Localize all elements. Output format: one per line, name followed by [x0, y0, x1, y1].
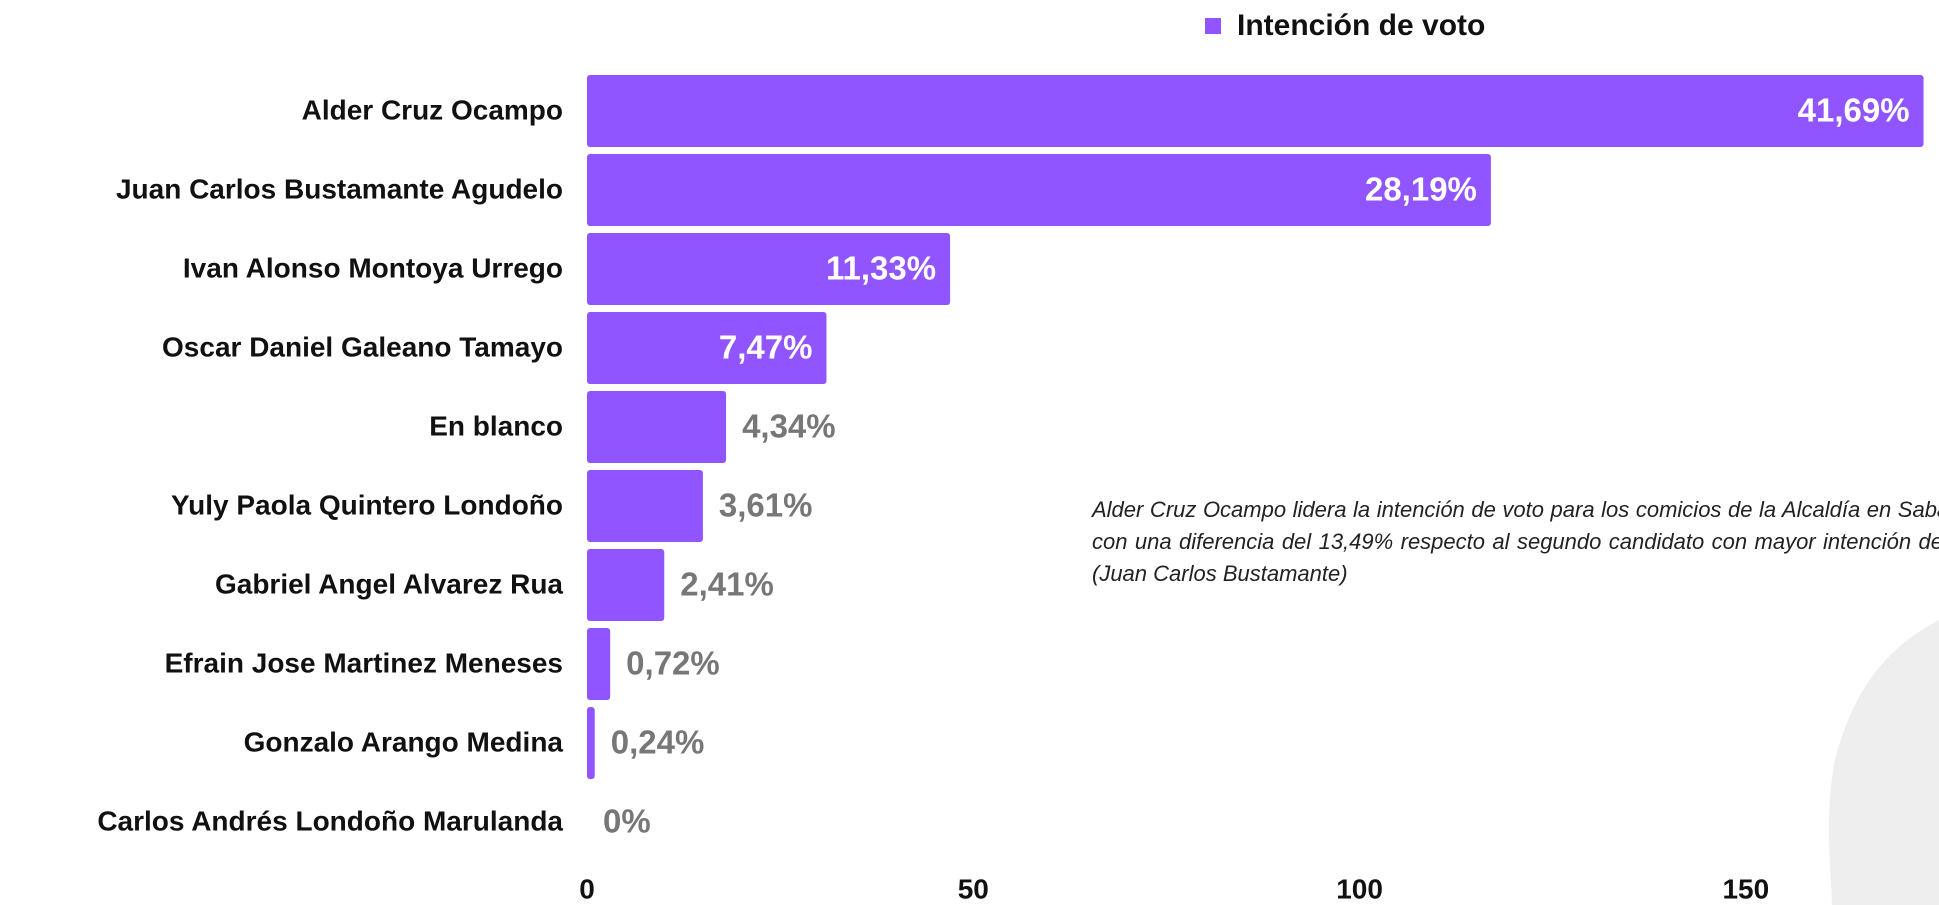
bar	[587, 549, 665, 621]
bar	[587, 391, 727, 463]
x-tick-label: 100	[1336, 873, 1383, 904]
y-tick-label: Efrain Jose Martinez Meneses	[165, 647, 563, 678]
bar	[587, 628, 611, 700]
y-tick-label: Gonzalo Arango Medina	[244, 726, 564, 757]
bar	[587, 233, 951, 305]
x-tick-label: 150	[1722, 873, 1769, 904]
y-tick-label: Gabriel Angel Alvarez Rua	[215, 568, 563, 599]
value-label: 41,69%	[1798, 92, 1910, 129]
value-label: 2,41%	[680, 566, 774, 603]
value-label: 0%	[603, 803, 651, 840]
x-tick-label: 0	[579, 873, 595, 904]
legend-label: Intención de voto	[1237, 9, 1485, 42]
value-label: 7,47%	[719, 329, 813, 366]
bar	[587, 707, 595, 779]
value-label: 11,33%	[826, 250, 936, 287]
y-tick-label: Oscar Daniel Galeano Tamayo	[162, 331, 563, 362]
y-tick-label: Yuly Paola Quintero Londoño	[171, 489, 563, 520]
person-photo	[1828, 620, 1939, 905]
y-tick-label: Juan Carlos Bustamante Agudelo	[116, 173, 563, 204]
x-tick-label: 50	[958, 873, 989, 904]
bar	[587, 154, 1491, 226]
y-tick-label: Ivan Alonso Montoya Urrego	[183, 252, 563, 283]
value-label: 3,61%	[719, 487, 813, 524]
bar	[587, 75, 1924, 147]
value-label: 0,24%	[611, 724, 705, 761]
y-tick-label: Alder Cruz Ocampo	[302, 94, 563, 125]
value-label: 4,34%	[742, 408, 836, 445]
y-tick-label: En blanco	[429, 410, 563, 441]
legend-swatch	[1205, 18, 1221, 34]
bar	[587, 312, 827, 384]
value-label: 28,19%	[1365, 171, 1477, 208]
y-tick-label: Carlos Andrés Londoño Marulanda	[97, 805, 563, 836]
bar	[587, 470, 703, 542]
value-label: 0,72%	[626, 645, 720, 682]
annotation: Alder Cruz Ocampo lidera la intención de…	[1092, 497, 1939, 586]
